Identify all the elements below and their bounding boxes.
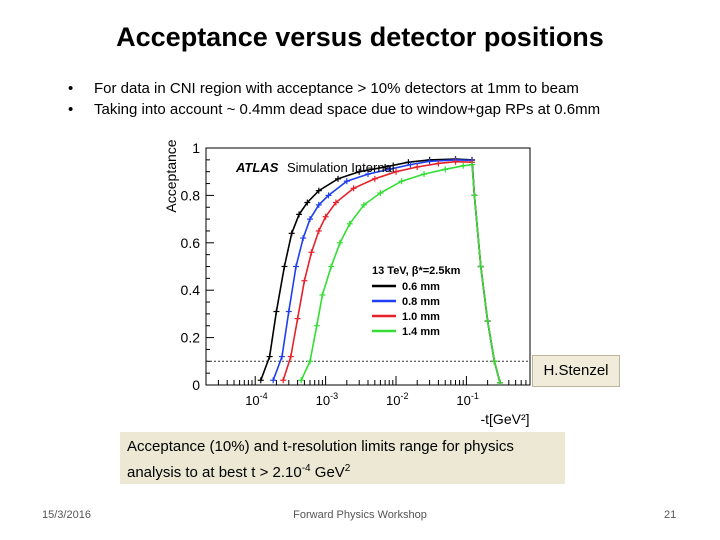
plot-frame [205,147,531,386]
x-tick-label: 10-3 [316,391,338,408]
footer-page-number: 21 [664,509,677,521]
legend-label: 0.8 mm [402,296,440,308]
y-tick-label: 0 [192,377,200,393]
legend-label: 1.0 mm [402,311,440,323]
simulation-label: Simulation Internal [287,160,395,175]
note-text: analysis to at best t > 2.10 [127,464,302,481]
note-exponent: -4 [301,463,311,474]
y-tick-label: 0.8 [181,187,201,203]
y-tick-label: 1 [192,140,200,156]
y-tick-label: 0.4 [181,282,201,298]
y-tick-label: 0.2 [181,330,201,346]
note-line-1: Acceptance (10%) and t-resolution limits… [127,438,514,455]
bullet-item: • For data in CNI region with acceptance … [68,78,600,99]
summary-note: Acceptance (10%) and t-resolution limits… [120,432,565,484]
bullet-text: Taking into account ~ 0.4mm dead space d… [94,101,601,118]
acceptance-chart: 0 0.2 0.4 0.6 0.8 1 10-4 10-3 10-2 10-1 Acceptanc… [163,139,531,427]
legend-label: 0.6 mm [402,281,440,293]
note-unit-exponent: 2 [344,463,351,474]
y-axis-label: Acceptance [163,139,179,212]
atlas-label: ATLAS [235,160,279,175]
note-unit: GeV [310,464,345,481]
x-axis-label: -t[GeV²] [480,411,529,427]
legend-title: 13 TeV, β*=2.5km [372,265,461,277]
bullet-item: • Taking into account ~ 0.4mm dead space … [68,99,600,120]
bullet-list: • For data in CNI region with acceptance … [68,78,600,120]
legend-label: 1.4 mm [402,326,440,338]
footer-title: Forward Physics Workshop [293,509,427,521]
svg-text:ATLAS Simulation Internal: ATLAS Simulation Internal [235,160,395,175]
footer-date: 15/3/2016 [42,509,91,521]
x-tick-label: 10-4 [245,391,267,408]
slide-title: Acceptance versus detector positions [116,22,604,52]
bullet-dot-icon: • [68,101,74,118]
note-line-2: analysis to at best t > 2.10-4 GeV2 [127,458,558,484]
bullet-dot-icon: • [68,80,74,97]
author-credit: H.Stenzel [532,355,620,387]
bullet-text: For data in CNI region with acceptance >… [94,80,579,97]
x-tick-label: 10-2 [386,391,408,408]
y-tick-label: 0.6 [181,235,201,251]
x-tick-label: 10-1 [456,391,478,408]
